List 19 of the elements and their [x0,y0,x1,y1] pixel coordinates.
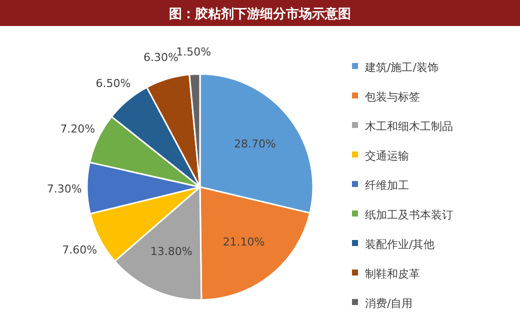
legend-label: 装配作业/其他 [365,238,435,251]
data-label: 6.30% [143,51,178,64]
legend-label: 建筑/施工/装饰 [364,61,438,74]
data-label: 1.50% [176,46,212,59]
legend-label: 纤维加工 [365,179,409,192]
data-label: 13.80% [150,244,192,258]
chart-title: 图：胶粘剂下游细分市场示意图 [169,6,351,22]
legend-label: 消费/自用 [365,297,413,310]
data-label: 28.70% [234,138,276,151]
legend-label: 交通运输 [365,150,409,162]
data-label: 7.60% [62,243,98,256]
data-label: 7.30% [46,182,82,196]
legend-label: 木工和细木工制品 [365,120,453,133]
legend-label: 纸加工及书本装订 [365,208,453,222]
legend-label: 包装与标签 [365,90,420,104]
data-label: 21.10% [222,236,265,249]
data-label: 6.50% [96,76,131,90]
data-label: 7.20% [60,122,96,136]
legend-label: 制鞋和皮革 [365,268,420,280]
